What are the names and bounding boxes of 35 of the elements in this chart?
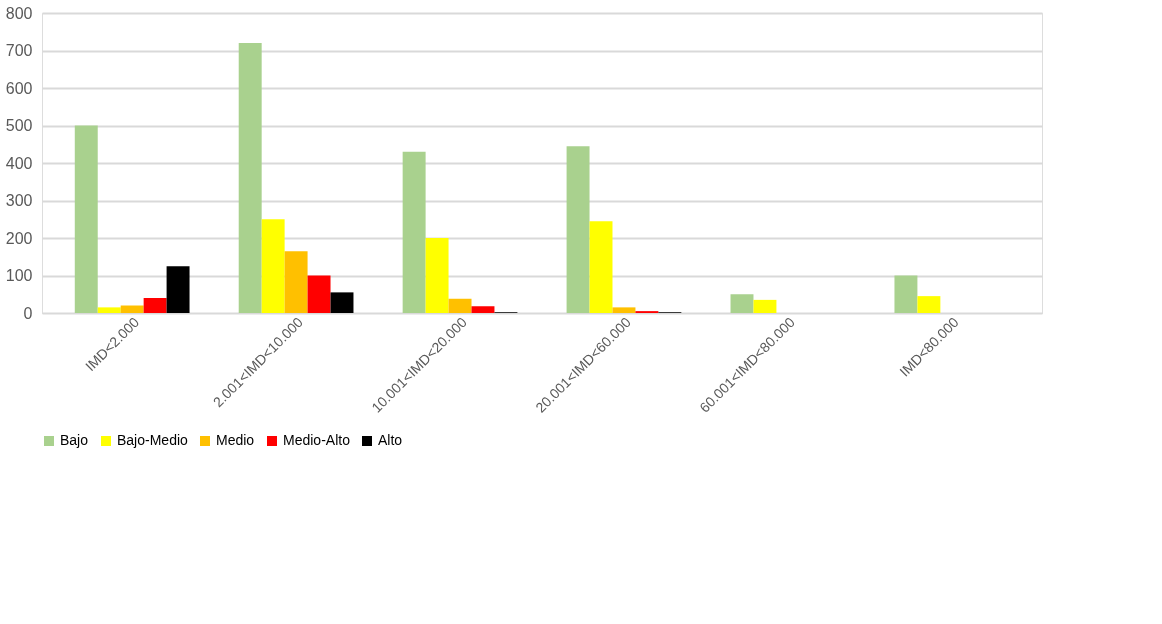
bar bbox=[471, 306, 495, 313]
legend-label: Bajo-Medio bbox=[117, 432, 189, 448]
bar bbox=[753, 299, 777, 313]
y-tick-label: 700 bbox=[5, 42, 33, 59]
y-tick-label: 400 bbox=[5, 154, 33, 172]
y-tick-label: 300 bbox=[5, 192, 33, 209]
bar bbox=[120, 305, 144, 313]
bar bbox=[238, 43, 262, 313]
bar bbox=[74, 125, 98, 313]
bar bbox=[425, 238, 449, 313]
y-tick-label: 100 bbox=[5, 267, 33, 284]
bar bbox=[402, 151, 426, 313]
y-tick-label: 200 bbox=[5, 229, 33, 247]
bar bbox=[589, 221, 613, 313]
bar bbox=[284, 251, 308, 313]
legend-label: Medio bbox=[216, 432, 255, 448]
bar bbox=[917, 296, 941, 313]
y-tick-label: 0 bbox=[23, 304, 33, 322]
bar bbox=[143, 298, 167, 313]
bar bbox=[261, 219, 285, 313]
y-tick-label: 800 bbox=[5, 4, 33, 22]
legend-label: Medio-Alto bbox=[283, 432, 351, 448]
y-tick-label: 600 bbox=[5, 79, 33, 97]
bar bbox=[330, 292, 354, 313]
bar bbox=[448, 298, 472, 313]
bar bbox=[166, 266, 190, 313]
bar bbox=[612, 307, 636, 313]
y-tick-label: 500 bbox=[5, 117, 33, 134]
bar bbox=[566, 146, 590, 313]
bar bbox=[894, 275, 918, 313]
legend-label: Alto bbox=[378, 432, 403, 448]
bar bbox=[97, 307, 121, 313]
bar bbox=[730, 294, 754, 313]
bar bbox=[307, 275, 331, 313]
legend-label: Bajo bbox=[60, 432, 89, 448]
